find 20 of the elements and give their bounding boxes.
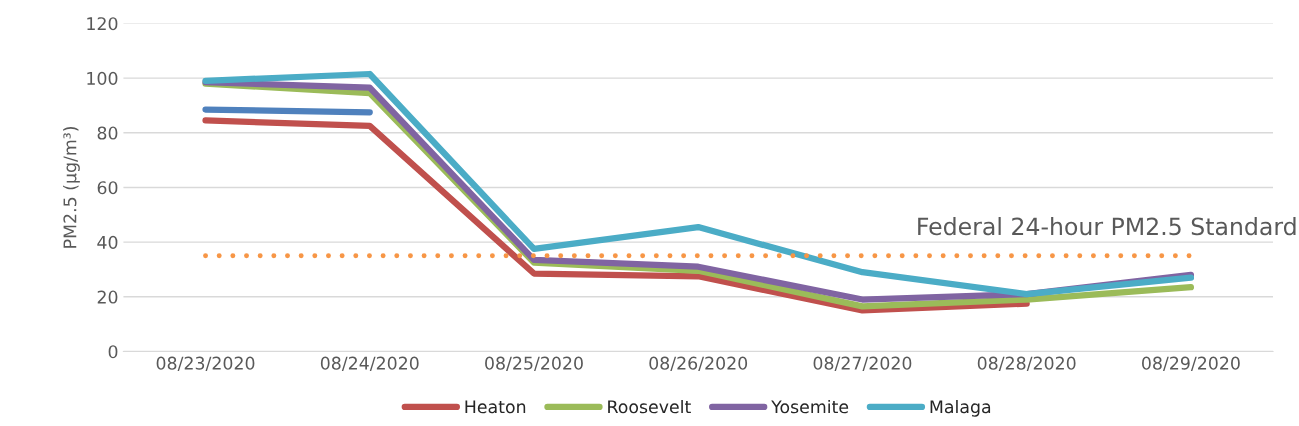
- y-tick-label: 0: [108, 345, 118, 359]
- y-tick-label: 40: [97, 235, 118, 249]
- ref-line-label: Federal 24-hour PM2.5 Standard: [918, 217, 1296, 236]
- y-tick-label: 80: [97, 126, 118, 140]
- x-tick-label: 08/26/2020: [649, 356, 748, 372]
- y-axis-title: PM2.5 (µg/m³): [63, 126, 80, 248]
- x-tick-label: 08/25/2020: [485, 356, 583, 372]
- x-tick-label: 08/24/2020: [320, 356, 419, 372]
- y-tick-label: 120: [87, 17, 118, 31]
- x-tick-label: 08/27/2020: [813, 356, 912, 372]
- y-tick-label: 20: [97, 290, 118, 304]
- legend-label: Malaga: [930, 399, 991, 417]
- legend-label: Heaton: [465, 400, 526, 414]
- y-tick-label: 100: [87, 71, 118, 85]
- x-tick-label: 08/29/2020: [1142, 356, 1240, 372]
- legend-label: Yosemite: [771, 399, 849, 414]
- x-tick-label: 08/23/2020: [156, 356, 255, 372]
- x-tick-label: 08/28/2020: [977, 356, 1076, 372]
- y-tick-label: 60: [97, 181, 118, 195]
- legend-label: Roosevelt: [608, 399, 691, 414]
